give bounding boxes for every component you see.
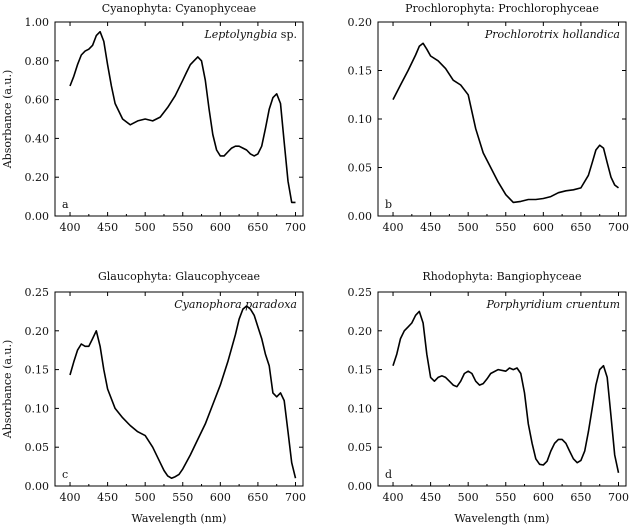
species-name: Porphyridium cruentum xyxy=(485,298,620,311)
x-tick-label: 550 xyxy=(172,221,193,234)
y-tick-label: 0.05 xyxy=(25,441,50,454)
x-tick-label: 650 xyxy=(247,221,268,234)
x-tick-label: 450 xyxy=(420,221,441,234)
panel-b: Prochlorophyta: Prochlorophyceae Prochlor… xyxy=(348,2,629,234)
panel-title: Rhodophyta: Bangiophyceae xyxy=(422,270,581,283)
y-tick-label: 0.25 xyxy=(25,286,50,299)
x-tick-label: 650 xyxy=(570,221,591,234)
x-tick-label: 700 xyxy=(285,221,306,234)
x-tick-label: 600 xyxy=(533,221,554,234)
y-tick-label: 0.20 xyxy=(348,325,373,338)
x-tick-label: 450 xyxy=(420,491,441,504)
x-tick-label: 600 xyxy=(533,491,554,504)
panel-title: Cyanophyta: Cyanophyceae xyxy=(102,2,256,15)
species-annotation: Prochlorotrix hollandica xyxy=(484,28,620,41)
y-axis-label: Absorbance (a.u.) xyxy=(1,340,14,440)
y-tick-label: 0.25 xyxy=(348,286,373,299)
y-axis-label: Absorbance (a.u.) xyxy=(1,70,14,170)
panel-letter: b xyxy=(385,198,392,211)
plot-frame xyxy=(377,291,627,487)
x-tick-label: 550 xyxy=(495,221,516,234)
x-tick-label: 450 xyxy=(97,491,118,504)
x-tick-label: 550 xyxy=(172,491,193,504)
y-tick-label: 0.20 xyxy=(25,171,50,184)
x-tick-label: 650 xyxy=(247,491,268,504)
x-tick-label: 700 xyxy=(285,491,306,504)
panel-title: Glaucophyta: Glaucophyceae xyxy=(98,270,260,283)
species-name: Cyanophora paradoxa xyxy=(174,298,297,311)
species-annotation: Cyanophora paradoxa xyxy=(174,298,297,311)
y-tick-label: 0.80 xyxy=(25,55,50,68)
species-name: Leptolyngbia xyxy=(203,28,277,41)
x-tick-label: 600 xyxy=(210,221,231,234)
panel-letter: c xyxy=(62,468,68,481)
y-tick-label: 0.20 xyxy=(348,16,373,29)
y-tick-label: 0.15 xyxy=(348,65,373,78)
absorbance-spectrum-line xyxy=(392,310,620,473)
y-tick-label: 0.05 xyxy=(348,441,373,454)
x-axis-label: Wavelength (nm) xyxy=(455,512,550,525)
x-tick-label: 500 xyxy=(135,221,156,234)
panel-title: Prochlorophyta: Prochlorophyceae xyxy=(405,2,599,15)
y-tick-label: 0.20 xyxy=(25,325,50,338)
panel-c: Glaucophyta: Glaucophyceae Cyanophora par… xyxy=(1,270,306,525)
x-tick-label: 400 xyxy=(383,491,404,504)
x-tick-label: 500 xyxy=(458,491,479,504)
y-tick-label: 0.60 xyxy=(25,94,50,107)
x-tick-label: 700 xyxy=(608,491,629,504)
plot-frame xyxy=(54,291,304,487)
x-tick-label: 600 xyxy=(210,491,231,504)
y-tick-label: 0.10 xyxy=(348,402,373,415)
x-tick-label: 650 xyxy=(570,491,591,504)
y-tick-label: 0.10 xyxy=(25,402,50,415)
x-axis-label: Wavelength (nm) xyxy=(132,512,227,525)
absorbance-spectrum-line xyxy=(392,42,619,204)
absorbance-spectrum-line xyxy=(69,30,296,204)
x-tick-label: 400 xyxy=(60,221,81,234)
y-tick-label: 0.05 xyxy=(348,162,373,175)
x-tick-label: 700 xyxy=(608,221,629,234)
y-tick-label: 0.15 xyxy=(348,364,373,377)
y-tick-label: 0.15 xyxy=(25,364,50,377)
y-tick-label: 0.00 xyxy=(25,210,50,223)
y-tick-label: 0.10 xyxy=(348,113,373,126)
y-tick-label: 1.00 xyxy=(25,16,50,29)
panel-letter: d xyxy=(385,468,392,481)
panel-a: Cyanophyta: Cyanophyceae Leptolyngbia sp.… xyxy=(1,2,306,234)
panel-letter: a xyxy=(62,198,69,211)
y-tick-label: 0.00 xyxy=(348,480,373,493)
x-tick-label: 550 xyxy=(495,491,516,504)
x-tick-label: 400 xyxy=(60,491,81,504)
x-tick-label: 400 xyxy=(383,221,404,234)
plot-frame xyxy=(54,21,304,217)
species-name: Prochlorotrix hollandica xyxy=(484,28,620,41)
y-tick-label: 0.00 xyxy=(25,480,50,493)
species-annotation: Porphyridium cruentum xyxy=(485,298,620,311)
y-tick-label: 0.40 xyxy=(25,132,50,145)
x-tick-label: 500 xyxy=(135,491,156,504)
panel-d: Rhodophyta: Bangiophyceae Porphyridium cr… xyxy=(348,270,629,525)
x-tick-label: 500 xyxy=(458,221,479,234)
species-suffix: sp. xyxy=(277,28,297,41)
y-tick-label: 0.00 xyxy=(348,210,373,223)
absorbance-spectrum-line xyxy=(69,305,297,479)
species-annotation: Leptolyngbia sp. xyxy=(203,28,297,41)
x-tick-label: 450 xyxy=(97,221,118,234)
